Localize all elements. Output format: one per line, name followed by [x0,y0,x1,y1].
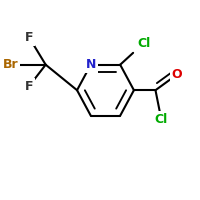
Text: F: F [25,80,33,93]
Text: F: F [25,31,33,44]
Text: Br: Br [3,58,18,71]
Text: Cl: Cl [155,113,168,126]
Text: Cl: Cl [137,37,150,50]
Text: O: O [172,68,182,81]
Text: N: N [86,58,96,71]
